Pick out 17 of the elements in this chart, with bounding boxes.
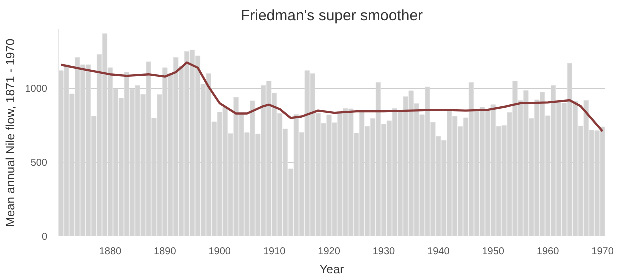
x-tick-label: 1930 bbox=[372, 246, 396, 258]
x-tick-label: 1960 bbox=[536, 246, 560, 258]
line-series bbox=[60, 62, 604, 133]
y-axis-title: Mean annual Nile flow, 1871 - 1970 bbox=[3, 38, 18, 228]
x-tick-label: 1890 bbox=[154, 246, 177, 258]
x-tick-label: 1920 bbox=[318, 246, 341, 258]
y-tick-label: 1000 bbox=[25, 84, 48, 96]
y-tick-label: 500 bbox=[30, 158, 48, 170]
chart-title: Friedman's super smoother bbox=[240, 8, 424, 24]
y-tick-label: 0 bbox=[42, 232, 48, 243]
x-tick-label: 1880 bbox=[99, 246, 122, 258]
x-tick-label: 1900 bbox=[208, 246, 232, 258]
x-axis-title: Year bbox=[320, 262, 344, 276]
x-tick-label: 1950 bbox=[482, 246, 505, 258]
x-tick-label: 1940 bbox=[428, 246, 450, 258]
x-tick-label: 1910 bbox=[263, 246, 286, 258]
x-tick-label: 1970 bbox=[592, 246, 614, 258]
